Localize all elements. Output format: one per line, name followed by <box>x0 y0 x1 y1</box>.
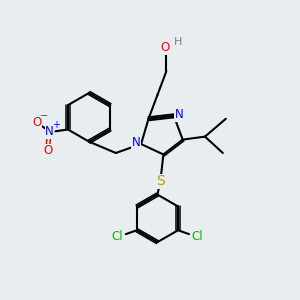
Text: N: N <box>175 108 183 121</box>
Text: H: H <box>173 38 182 47</box>
Text: +: + <box>52 120 60 130</box>
Text: N: N <box>45 125 54 138</box>
Text: Cl: Cl <box>191 230 203 243</box>
Text: −: − <box>40 111 48 121</box>
Text: O: O <box>44 144 53 158</box>
Text: S: S <box>156 174 165 188</box>
Text: Cl: Cl <box>112 230 123 243</box>
Text: N: N <box>132 136 140 149</box>
Text: O: O <box>160 41 169 54</box>
Text: O: O <box>32 116 42 129</box>
